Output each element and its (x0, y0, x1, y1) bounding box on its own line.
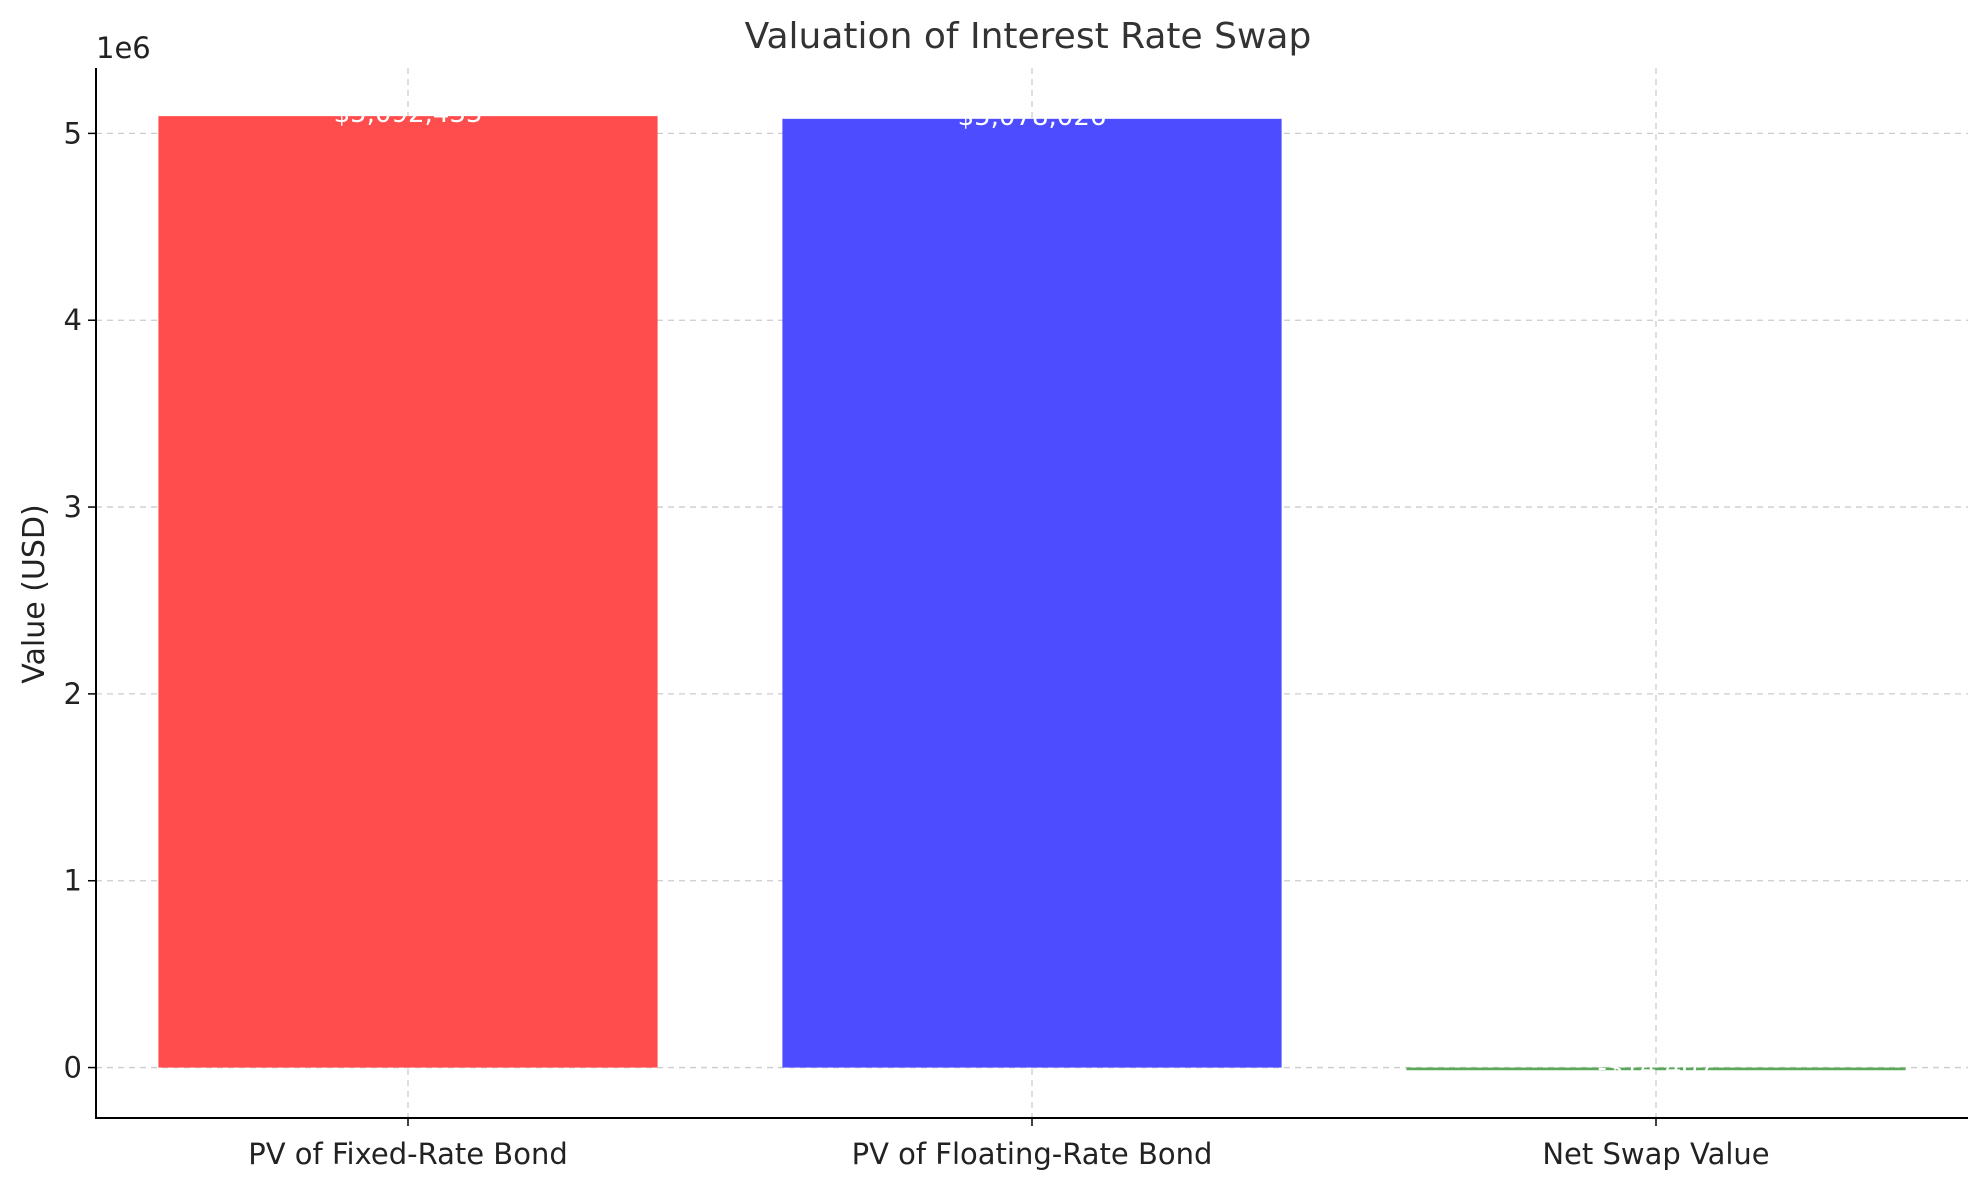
bar-value-label: $5,092,433 (334, 99, 483, 129)
x-tick-label: PV of Floating-Rate Bond (852, 1137, 1213, 1171)
y-tick-label: 5 (64, 116, 82, 150)
tick-labels: 0 1 2 3 4 5 PV of Fixed-Rate Bond PV of Floatin… (64, 116, 1770, 1171)
y-axis-offset-label: 1e6 (96, 31, 151, 65)
bar (782, 118, 1282, 1068)
y-tick-label: 1 (64, 864, 82, 898)
y-tick-label: 4 (64, 303, 82, 337)
bar (158, 116, 658, 1068)
chart-title: Valuation of Interest Rate Swap (745, 16, 1312, 57)
axis-spines (95, 68, 1968, 1119)
x-tick-label: PV of Fixed-Rate Bond (248, 1137, 567, 1171)
y-tick-label: 2 (64, 677, 82, 711)
data-labels: $5,092,433 $5,078,026 -$14,407 (334, 99, 1715, 1083)
bars (158, 116, 1906, 1071)
bar (1406, 1067, 1906, 1071)
y-tick-label: 0 (64, 1051, 82, 1085)
y-tick-label: 3 (64, 490, 82, 524)
bar-value-label: -$14,407 (1598, 1053, 1715, 1083)
x-tick-label: Net Swap Value (1542, 1137, 1769, 1171)
y-axis-label: Value (USD) (17, 504, 52, 683)
bar-value-label: $5,078,026 (958, 102, 1107, 132)
axes (88, 68, 1968, 1126)
